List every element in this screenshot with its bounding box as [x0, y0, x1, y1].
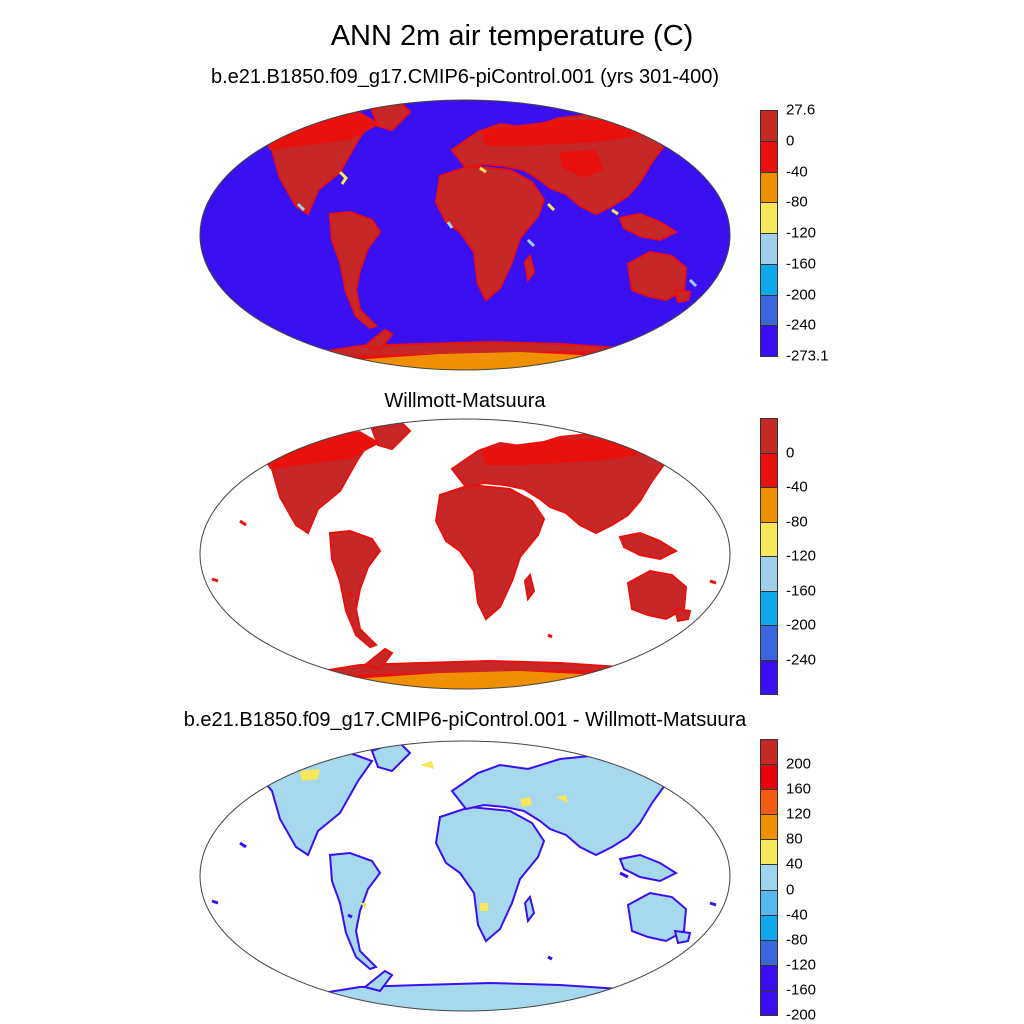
colorbar-1-swatch	[760, 294, 778, 327]
map-outline-2	[199, 418, 731, 690]
colorbar-2-swatch	[760, 659, 778, 695]
colorbar-3-swatch	[760, 814, 778, 841]
colorbar-2-swatch	[760, 521, 778, 557]
colorbar-3-swatch	[760, 864, 778, 891]
colorbar-1-label: 27.6	[786, 101, 816, 119]
colorbar-3	[760, 739, 778, 1016]
colorbar-1-label: -200	[786, 286, 817, 303]
north-america-cold-1	[260, 112, 380, 150]
coastal-cold-cells-1	[296, 202, 698, 288]
colorbar-1-swatch	[760, 140, 778, 173]
panel-2-title: Willmott-Matsuura	[384, 390, 546, 412]
tibet-cold-1	[560, 150, 604, 178]
colorbar-2-label: -200	[786, 616, 817, 634]
colorbar-3-label: 160	[786, 780, 812, 798]
map-panel-3	[199, 740, 731, 1012]
colorbar-1-swatch	[760, 202, 778, 234]
colorbar-3-swatch	[760, 914, 778, 941]
colorbar-1-swatch	[760, 171, 778, 204]
colorbar-3-swatch	[760, 939, 778, 966]
colorbar-1-label: 0	[786, 132, 795, 150]
colorbar-2-label: -240	[786, 651, 817, 668]
island-cells-3	[211, 841, 717, 961]
island-cells-2	[211, 519, 717, 639]
panel-1-title: b.e21.B1850.f09_g17.CMIP6-piControl.001 …	[210, 66, 720, 88]
colorbar-2-swatch	[760, 590, 778, 626]
colorbar-3-swatch	[760, 964, 778, 991]
colorbar-1-label: -160	[786, 255, 817, 273]
colorbar-2-swatch	[760, 556, 778, 592]
colorbar-3-swatch	[760, 789, 778, 816]
colorbar-1-label: -40	[786, 163, 808, 180]
colorbar-2	[760, 418, 778, 695]
panel-3-title: b.e21.B1850.f09_g17.CMIP6-piControl.001 …	[183, 709, 747, 731]
colorbar-3-label: 40	[786, 855, 803, 873]
colorbar-3-swatch	[760, 989, 778, 1016]
colorbar-2-swatch	[760, 487, 778, 523]
colorbar-1-label: -80	[786, 193, 808, 211]
colorbar-3-label: 200	[786, 755, 812, 773]
colorbar-1-swatch	[760, 233, 778, 265]
figure-title: ANN 2m air temperature (C)	[330, 20, 694, 52]
colorbar-2-label: 0	[786, 444, 795, 461]
colorbar-3-label: -120	[786, 956, 817, 974]
colorbar-3-label: -160	[786, 981, 817, 999]
map-panel-1	[199, 99, 731, 371]
map-outline-3	[199, 740, 731, 1012]
colorbar-1-swatch	[760, 325, 778, 357]
colorbar-3-label: 0	[786, 881, 795, 899]
map-panel-2	[199, 418, 731, 690]
colorbar-3-label: -200	[786, 1006, 817, 1024]
colorbar-2-swatch	[760, 625, 778, 661]
colorbar-2-label: -40	[786, 478, 808, 496]
colorbar-3-label: -40	[786, 906, 808, 924]
colorbar-2-swatch	[760, 418, 778, 454]
colorbar-2-swatch	[760, 452, 778, 488]
colorbar-3-swatch	[760, 889, 778, 916]
colorbar-1-label: -240	[786, 316, 817, 334]
map-outline-1	[199, 99, 731, 371]
colorbar-1-label: -120	[786, 224, 817, 242]
colorbar-3-label: 80	[786, 830, 803, 848]
colorbar-3-label: 120	[786, 805, 812, 823]
colorbar-1-label: -273.1	[786, 347, 829, 365]
colorbar-3-swatch	[760, 839, 778, 866]
coastal-transition-1	[338, 166, 619, 216]
eurasia-cold-2	[480, 439, 662, 465]
colorbar-1	[760, 110, 778, 357]
colorbar-2-label: -120	[786, 547, 817, 565]
colorbar-2-label: -80	[786, 513, 808, 530]
colorbar-2-label: -160	[786, 582, 817, 599]
colorbar-1-swatch	[760, 110, 778, 142]
colorbar-3-label: -80	[786, 931, 808, 949]
colorbar-3-swatch	[760, 764, 778, 791]
colorbar-3-swatch	[760, 739, 778, 766]
eurasia-cold-1	[480, 120, 662, 146]
colorbar-1-swatch	[760, 263, 778, 296]
north-america-cold-2	[260, 431, 380, 469]
